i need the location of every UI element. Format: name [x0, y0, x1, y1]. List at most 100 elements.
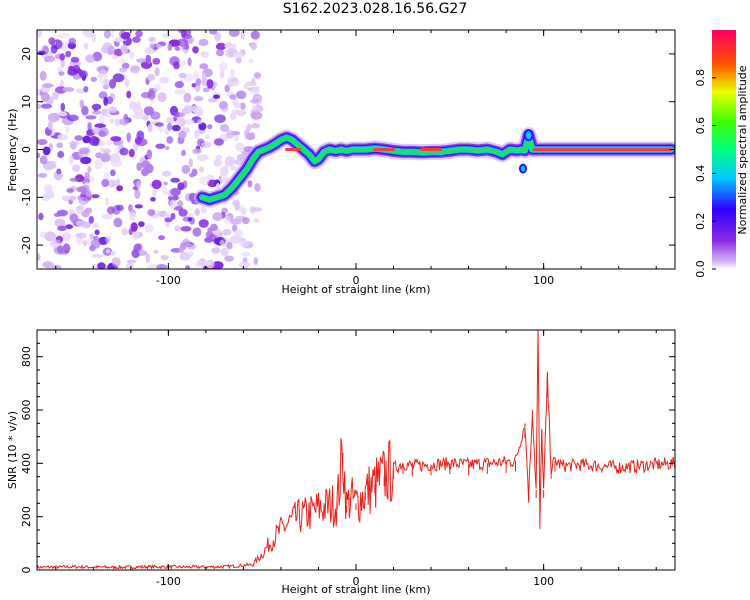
noise-blob — [149, 43, 156, 49]
noise-blob — [39, 70, 47, 81]
noise-blob — [80, 156, 92, 165]
noise-blob — [187, 217, 193, 222]
y-tick-label: 600 — [20, 400, 33, 421]
noise-blob — [165, 213, 171, 219]
noise-blob — [192, 46, 199, 54]
noise-blob — [65, 224, 74, 230]
noise-blob — [68, 141, 81, 146]
noise-blob — [198, 38, 209, 47]
noise-blob — [90, 76, 98, 82]
noise-blob — [254, 183, 261, 192]
noise-blob — [253, 257, 258, 266]
colorbar-tick-label: 0.4 — [694, 165, 707, 183]
noise-blob — [194, 129, 200, 139]
noise-blob — [44, 231, 56, 242]
chart-title: S162.2023.028.16.56.G27 — [282, 1, 468, 17]
noise-blob — [99, 114, 105, 124]
noise-blob — [209, 30, 218, 35]
noise-blob — [68, 155, 74, 166]
noise-blob — [234, 102, 242, 109]
noise-blob — [69, 213, 79, 223]
noise-blob — [103, 148, 111, 154]
noise-blob — [163, 181, 168, 186]
noise-blob — [182, 238, 191, 248]
noise-blob — [199, 166, 205, 173]
colorbar-tick-label: 0.2 — [694, 212, 707, 230]
noise-blob — [167, 122, 173, 131]
noise-blob — [37, 50, 46, 56]
noise-blob — [242, 217, 250, 225]
noise-blob — [129, 65, 140, 74]
noise-blob — [154, 122, 164, 127]
noise-blob — [141, 160, 151, 169]
noise-blob — [52, 239, 61, 245]
noise-blob — [81, 105, 89, 116]
noise-blob — [195, 260, 206, 268]
noise-blob — [37, 103, 42, 109]
noise-blob — [178, 208, 188, 217]
noise-blob — [173, 111, 180, 118]
noise-blob — [91, 194, 100, 199]
x-tick-label: 0 — [353, 274, 360, 287]
noise-blob — [37, 89, 41, 96]
noise-blob — [145, 253, 151, 263]
noise-blob — [83, 86, 89, 93]
noise-blob — [181, 108, 189, 115]
noise-blob — [164, 217, 173, 223]
noise-blob — [48, 96, 54, 105]
noise-blob — [128, 148, 135, 158]
noise-blob — [179, 118, 186, 127]
noise-blob — [152, 189, 157, 197]
noise-blob — [107, 45, 115, 55]
noise-blob — [251, 123, 260, 129]
noise-blob — [68, 37, 76, 46]
noise-blob — [200, 51, 210, 58]
noise-blob — [213, 138, 224, 146]
noise-blob — [231, 43, 237, 49]
noise-blob — [228, 30, 240, 37]
noise-blob — [188, 158, 193, 168]
noise-blob — [155, 44, 163, 49]
noise-blob — [61, 232, 71, 242]
noise-blob — [56, 209, 69, 217]
noise-blob — [111, 257, 121, 267]
noise-blob — [56, 168, 62, 175]
noise-blob — [132, 36, 141, 43]
noise-blob — [154, 67, 160, 77]
noise-blob — [159, 76, 170, 84]
noise-blob — [225, 41, 231, 46]
noise-blob — [216, 49, 224, 57]
noise-blob — [165, 146, 170, 151]
noise-blob — [108, 106, 118, 113]
noise-blob — [42, 261, 54, 269]
noise-blob — [108, 78, 117, 89]
noise-blob — [135, 30, 143, 38]
colorbar-gradient — [712, 30, 736, 269]
colorbar-label: Normalized spectral amplitude — [736, 65, 749, 234]
noise-blob — [71, 164, 81, 172]
noise-blob — [141, 114, 149, 121]
noise-blob — [88, 136, 100, 146]
noise-blob — [144, 224, 154, 233]
noise-blob — [75, 88, 86, 94]
noise-blob — [194, 96, 204, 102]
noise-blob — [40, 86, 51, 93]
noise-blob — [230, 165, 238, 171]
noise-blob — [110, 250, 116, 256]
noise-blob — [215, 183, 220, 190]
noise-blob — [41, 92, 50, 102]
noise-blob — [94, 159, 102, 170]
noise-blob — [47, 121, 53, 131]
noise-blob — [37, 30, 43, 38]
y-tick-label: 10 — [20, 95, 33, 109]
noise-blob — [166, 136, 174, 144]
noise-blob — [119, 147, 129, 156]
noise-blob — [106, 139, 112, 146]
noise-blob — [147, 73, 156, 82]
noise-blob — [134, 204, 143, 209]
noise-blob — [37, 253, 41, 261]
noise-blob — [192, 148, 202, 154]
noise-blob — [200, 141, 212, 149]
noise-blob — [195, 83, 201, 93]
noise-blob — [57, 225, 67, 231]
